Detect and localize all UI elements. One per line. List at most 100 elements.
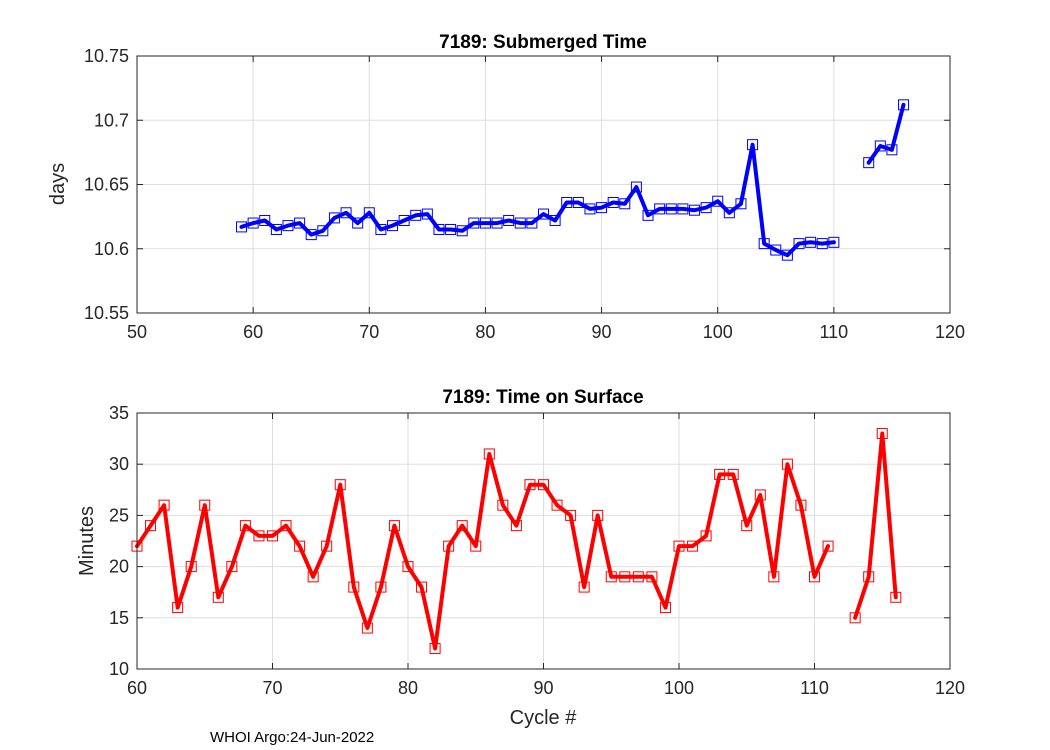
data-point-marker: [172, 602, 184, 614]
series-line: [853, 431, 898, 620]
data-point-marker: [305, 229, 317, 241]
data-point-marker: [551, 499, 563, 511]
data-point-marker: [307, 571, 319, 583]
data-point-marker: [584, 203, 596, 215]
data-point-marker: [632, 571, 644, 583]
x-tick-label: 60: [127, 678, 147, 698]
data-point-marker: [445, 223, 457, 235]
data-point-marker: [468, 217, 480, 229]
data-point-marker: [497, 499, 509, 511]
data-point-marker: [317, 225, 329, 237]
data-point-marker: [630, 181, 642, 193]
data-point-marker: [714, 468, 726, 480]
data-point-marker: [375, 581, 387, 593]
data-point-marker: [253, 530, 265, 542]
data-point-marker: [863, 571, 875, 583]
y-tick-label: 20: [109, 557, 129, 577]
data-point-marker: [816, 238, 828, 250]
series-line: [135, 452, 830, 651]
submerged-time-title: 7189: Submerged Time: [439, 32, 647, 53]
data-point-marker: [727, 468, 739, 480]
data-point-marker: [538, 208, 549, 220]
data-point-marker: [247, 217, 259, 229]
data-point-marker: [456, 225, 468, 237]
data-point-marker: [456, 520, 468, 532]
data-point-marker: [483, 448, 495, 460]
data-point-marker: [688, 204, 700, 216]
time-on-surface-panel: 60 70 80 90 100 110 120 10 15 20 25 30 35 7189: Time…: [76, 387, 965, 729]
data-point-marker: [321, 540, 333, 552]
data-point-marker: [700, 202, 712, 214]
data-point-marker: [886, 144, 898, 156]
data-point-marker: [538, 479, 549, 491]
series-line: [239, 142, 836, 258]
data-point-marker: [236, 221, 248, 233]
data-point-marker: [876, 427, 888, 439]
data-point-marker: [416, 581, 428, 593]
data-point-marker: [770, 244, 782, 256]
data-point-marker: [387, 220, 399, 232]
data-point-marker: [185, 561, 197, 573]
footer-credit: WHOI Argo:24-Jun-2022: [210, 729, 374, 746]
data-point-marker: [239, 520, 251, 532]
data-point-marker: [348, 581, 360, 593]
data-point-marker: [549, 214, 561, 226]
data-point-marker: [781, 458, 793, 470]
time-on-surface-title: 7189: Time on Surface: [442, 387, 643, 408]
data-point-marker: [294, 540, 306, 552]
data-point-marker: [712, 195, 724, 207]
data-point-marker: [747, 139, 759, 151]
data-point-marker: [642, 209, 654, 221]
data-point-marker: [270, 223, 282, 235]
x-tick-label: 120: [935, 678, 965, 698]
y-tick-label: 25: [109, 505, 129, 525]
data-point-marker: [592, 509, 604, 521]
data-point-marker: [328, 212, 340, 224]
x-tick-label: 50: [127, 322, 147, 342]
submerged-time-frame: [136, 55, 951, 314]
data-point-marker: [402, 561, 414, 573]
submerged-time-panel: 50 60 70 80 90 100 110 120 10.55 10.6 10.65 10.7 10.…: [47, 32, 965, 342]
x-tick-label: 80: [475, 322, 495, 342]
data-point-marker: [654, 203, 666, 215]
time-on-surface-ticks: 60 70 80 90 100 110 120 10 15 20 25 30 35: [109, 403, 965, 698]
data-point-marker: [352, 217, 364, 229]
data-point-marker: [793, 238, 805, 250]
data-point-marker: [282, 220, 294, 232]
data-point-marker: [874, 140, 886, 152]
time-on-surface-frame: [136, 412, 951, 670]
data-point-marker: [212, 591, 224, 603]
data-point-marker: [565, 509, 577, 521]
data-point-marker: [524, 479, 536, 491]
data-point-marker: [781, 249, 793, 261]
data-point-marker: [863, 157, 875, 169]
x-tick-label: 120: [935, 322, 965, 342]
data-point-marker: [443, 540, 455, 552]
y-tick-label: 10.7: [94, 110, 129, 130]
x-tick-label: 100: [703, 322, 733, 342]
data-point-marker: [199, 499, 211, 511]
data-point-marker: [398, 214, 410, 226]
x-tick-label: 110: [820, 322, 849, 342]
data-point-marker: [723, 207, 735, 219]
x-tick-label: 70: [262, 678, 282, 698]
data-point-marker: [514, 217, 526, 229]
data-point-marker: [809, 571, 820, 583]
data-point-marker: [890, 591, 902, 603]
data-point-marker: [145, 520, 157, 532]
y-tick-label: 10: [109, 659, 129, 679]
data-point-marker: [479, 217, 491, 229]
data-point-marker: [421, 208, 433, 220]
data-point-marker: [410, 209, 422, 221]
data-point-marker: [795, 499, 807, 511]
y-tick-label: 35: [109, 403, 129, 423]
data-point-marker: [822, 540, 834, 552]
submerged-time-ticks: 50 60 70 80 90 100 110 120 10.55 10.6 10.65 10.7 10.…: [84, 46, 965, 342]
x-tick-label: 70: [359, 322, 379, 342]
data-point-marker: [754, 489, 766, 501]
data-point-marker: [226, 561, 238, 573]
data-point-marker: [526, 217, 538, 229]
x-tick-label: 90: [592, 322, 612, 342]
data-point-marker: [572, 196, 584, 208]
data-point-marker: [503, 214, 515, 226]
